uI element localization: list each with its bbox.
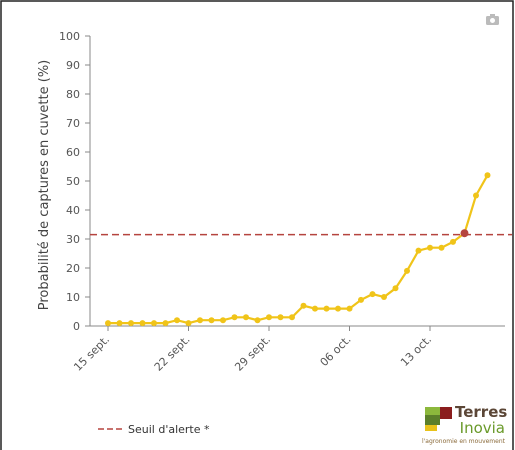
data-point bbox=[381, 294, 387, 300]
data-point bbox=[358, 296, 364, 303]
x-tick-label: 13 oct. bbox=[398, 333, 434, 369]
logo-block bbox=[440, 407, 452, 419]
data-point bbox=[254, 317, 261, 324]
y-tick-label: 100 bbox=[59, 30, 80, 43]
y-axis-label: Probabilité de captures en cuvette (%) bbox=[37, 60, 52, 310]
data-point bbox=[197, 317, 203, 324]
y-tick-label: 40 bbox=[66, 204, 80, 217]
logo-block bbox=[425, 407, 440, 415]
y-tick-label: 10 bbox=[66, 291, 80, 304]
data-point bbox=[346, 305, 353, 312]
series-line bbox=[108, 174, 489, 325]
y-tick-label: 0 bbox=[73, 320, 80, 333]
data-point bbox=[484, 172, 491, 179]
data-point bbox=[404, 267, 410, 274]
logo-block bbox=[425, 415, 440, 425]
data-point bbox=[162, 320, 169, 327]
data-point bbox=[392, 285, 399, 292]
data-point bbox=[220, 317, 226, 324]
legend-label: Seuil d'alerte * bbox=[128, 423, 210, 436]
logo-tagline: l'agronomie en mouvement bbox=[422, 438, 506, 445]
x-tick-label: 29 sept. bbox=[232, 333, 273, 374]
logo-text: Inovia bbox=[460, 419, 505, 437]
data-point bbox=[415, 247, 422, 254]
data-point bbox=[427, 244, 433, 251]
y-tick-label: 70 bbox=[66, 117, 80, 130]
data-point bbox=[174, 317, 180, 324]
y-tick-label: 30 bbox=[66, 233, 80, 246]
y-tick-label: 80 bbox=[66, 88, 80, 101]
data-point bbox=[116, 320, 123, 327]
data-point bbox=[312, 305, 318, 312]
data-point bbox=[128, 320, 134, 327]
data-point bbox=[151, 320, 157, 327]
y-tick-label: 50 bbox=[66, 175, 80, 188]
data-point bbox=[473, 192, 479, 199]
data-point bbox=[185, 320, 192, 327]
x-tick-label: 06 oct. bbox=[317, 333, 353, 369]
camera-top[interactable] bbox=[490, 14, 495, 17]
data-point bbox=[289, 314, 295, 321]
data-point bbox=[450, 238, 456, 245]
data-point bbox=[369, 291, 376, 298]
y-tick-label: 20 bbox=[66, 262, 80, 275]
data-point bbox=[243, 314, 249, 321]
data-point bbox=[208, 317, 215, 324]
data-point bbox=[460, 229, 469, 238]
x-tick-label: 22 sept. bbox=[152, 333, 193, 374]
data-point bbox=[438, 244, 445, 251]
data-point bbox=[105, 320, 111, 327]
data-point bbox=[266, 314, 272, 321]
y-tick-label: 60 bbox=[66, 146, 80, 159]
logo-text: Terres bbox=[455, 403, 507, 421]
data-point bbox=[231, 314, 238, 321]
x-tick-label: 15 sept. bbox=[71, 333, 112, 374]
data-point bbox=[139, 320, 146, 327]
camera-icon[interactable] bbox=[486, 14, 499, 25]
data-point bbox=[323, 305, 330, 312]
data-point bbox=[335, 305, 341, 312]
logo: Terres Inovia l'agronomie en mouvement bbox=[422, 403, 507, 445]
data-point bbox=[277, 314, 284, 321]
data-point bbox=[300, 302, 307, 309]
camera-lens[interactable] bbox=[490, 18, 495, 23]
y-tick-label: 90 bbox=[66, 59, 80, 72]
logo-block bbox=[425, 425, 437, 431]
